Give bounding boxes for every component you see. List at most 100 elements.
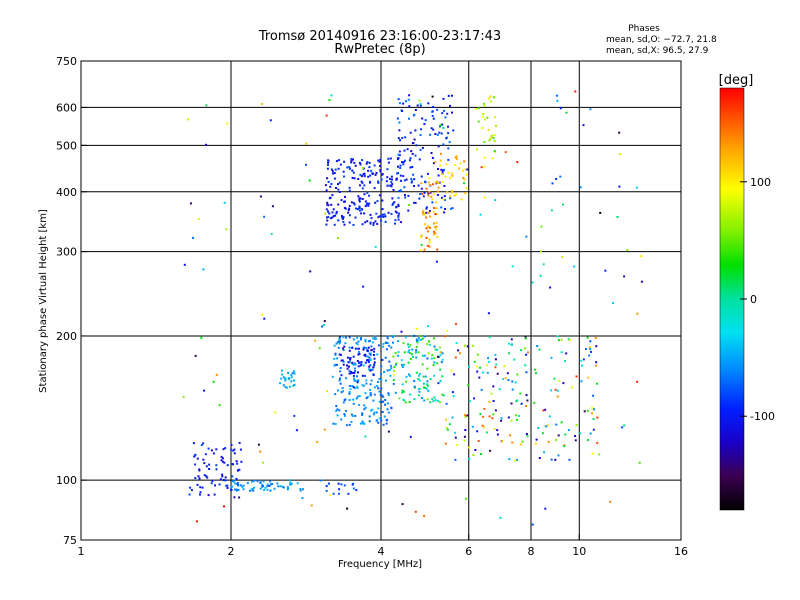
data-point xyxy=(402,102,405,105)
data-point xyxy=(449,197,452,200)
data-point xyxy=(281,485,284,488)
data-point xyxy=(369,358,372,361)
data-point xyxy=(455,322,457,325)
data-point xyxy=(336,414,339,417)
data-point xyxy=(237,488,240,491)
data-point xyxy=(493,96,495,99)
data-point xyxy=(436,235,439,238)
data-point xyxy=(384,356,387,359)
data-point xyxy=(503,365,506,368)
data-point xyxy=(558,379,561,382)
data-point xyxy=(554,458,557,461)
data-point xyxy=(256,480,259,483)
data-point xyxy=(351,176,354,179)
data-point xyxy=(574,90,577,93)
data-point xyxy=(437,174,440,177)
data-point xyxy=(341,359,344,362)
data-point xyxy=(432,128,435,131)
data-point xyxy=(435,221,438,224)
data-point xyxy=(428,238,431,241)
data-point xyxy=(348,423,351,426)
data-point xyxy=(353,362,356,365)
data-point xyxy=(349,357,352,360)
data-point xyxy=(339,340,342,343)
data-point xyxy=(358,207,361,210)
data-point xyxy=(239,484,242,487)
data-point xyxy=(483,105,486,107)
data-point xyxy=(287,377,290,380)
data-point xyxy=(452,129,455,132)
data-point xyxy=(404,336,407,339)
data-point xyxy=(357,353,360,356)
data-point xyxy=(379,170,382,173)
data-point xyxy=(348,349,351,352)
data-point xyxy=(211,479,214,482)
data-point xyxy=(403,179,406,182)
data-point xyxy=(547,441,550,443)
data-point xyxy=(550,389,552,392)
data-point xyxy=(428,245,431,248)
data-point xyxy=(419,335,422,338)
data-point xyxy=(525,405,527,407)
data-point xyxy=(196,457,199,460)
data-point xyxy=(373,187,376,190)
data-point xyxy=(337,203,340,206)
data-point xyxy=(381,411,384,413)
data-point xyxy=(385,348,388,351)
data-point xyxy=(282,376,285,379)
data-point xyxy=(434,399,437,402)
data-point xyxy=(428,211,431,214)
data-point xyxy=(397,137,400,140)
data-point xyxy=(367,175,370,178)
data-point xyxy=(291,372,294,375)
data-point xyxy=(325,189,328,192)
data-point xyxy=(293,379,295,382)
data-point xyxy=(407,194,410,197)
data-point xyxy=(305,163,307,166)
data-point xyxy=(518,415,521,417)
data-point xyxy=(370,409,373,412)
data-point xyxy=(221,460,224,463)
data-point xyxy=(377,381,379,383)
data-point xyxy=(394,222,396,225)
data-point xyxy=(451,416,454,419)
data-point xyxy=(389,177,391,180)
data-point xyxy=(479,213,482,216)
data-point xyxy=(333,172,336,174)
data-point xyxy=(418,373,421,375)
data-point xyxy=(416,341,419,344)
data-point xyxy=(440,152,442,155)
data-point xyxy=(353,377,355,380)
data-point xyxy=(433,230,435,233)
data-point xyxy=(366,349,369,352)
data-point xyxy=(446,329,449,332)
data-point xyxy=(446,191,449,194)
data-point xyxy=(382,342,385,345)
data-point xyxy=(368,415,371,418)
data-point xyxy=(386,369,389,372)
data-point xyxy=(369,364,372,367)
data-point xyxy=(397,203,400,206)
data-point xyxy=(203,389,206,392)
data-point xyxy=(233,448,236,451)
data-point xyxy=(403,390,406,393)
data-point xyxy=(419,249,422,252)
data-point xyxy=(338,342,341,345)
data-point xyxy=(441,358,444,361)
data-point xyxy=(361,198,364,200)
data-point xyxy=(379,393,382,396)
data-point xyxy=(373,363,376,366)
data-point xyxy=(560,421,563,424)
data-point xyxy=(368,352,371,355)
data-point xyxy=(409,352,412,355)
data-point xyxy=(404,196,407,199)
data-point xyxy=(489,449,492,452)
data-point xyxy=(264,486,267,489)
data-point xyxy=(326,177,329,180)
data-point xyxy=(504,377,507,380)
data-point xyxy=(486,116,489,119)
data-point xyxy=(330,217,332,220)
data-point xyxy=(557,454,560,457)
data-point xyxy=(310,504,313,507)
data-point xyxy=(468,446,470,449)
